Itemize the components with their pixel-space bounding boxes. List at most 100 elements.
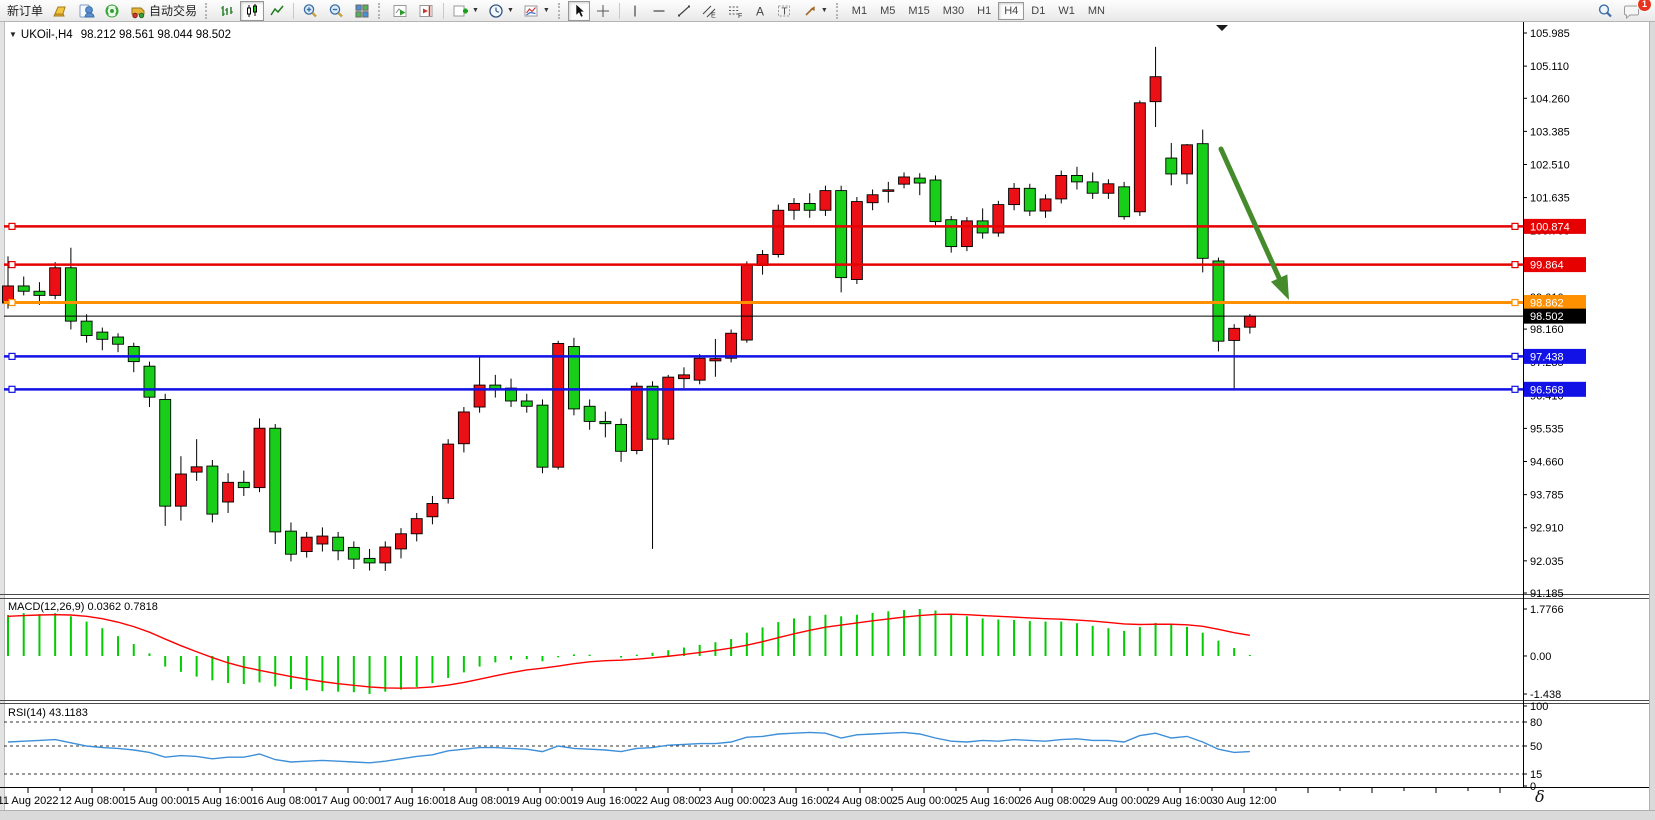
- cursor-button[interactable]: [567, 0, 590, 21]
- svg-text:104.260: 104.260: [1530, 93, 1570, 105]
- chart-shift-icon: [418, 3, 435, 19]
- svg-text:17 Aug 00:00: 17 Aug 00:00: [316, 795, 381, 807]
- toolbar-group-handle[interactable]: [205, 2, 211, 19]
- collapse-triangle-icon[interactable]: ▼: [9, 30, 17, 39]
- chart-shift-button[interactable]: [414, 1, 439, 21]
- zoom-in-icon: [302, 3, 319, 19]
- svg-text:17 Aug 16:00: 17 Aug 16:00: [380, 795, 445, 807]
- dropdown-arrow-icon: ▼: [542, 7, 550, 14]
- chart-shift-marker-icon[interactable]: [1216, 25, 1228, 31]
- chart-line-button[interactable]: [265, 1, 289, 21]
- timeframe-mn-button[interactable]: MN: [1082, 2, 1111, 20]
- svg-text:102.510: 102.510: [1530, 159, 1570, 171]
- auto-scroll-icon: [392, 3, 409, 19]
- zoom-out-button[interactable]: [324, 1, 349, 21]
- svg-text:97.438: 97.438: [1530, 351, 1564, 363]
- macd-indicator-label: MACD(12,26,9) 0.0362 0.7818: [8, 601, 158, 613]
- timeframe-h1-button[interactable]: H1: [971, 2, 997, 20]
- svg-text:30 Aug 12:00: 30 Aug 12:00: [1212, 795, 1277, 807]
- channel-button[interactable]: E: [697, 1, 722, 21]
- auto-scroll-button[interactable]: [388, 1, 413, 21]
- svg-text:15 Aug 00:00: 15 Aug 00:00: [124, 795, 189, 807]
- profile-icon: [78, 3, 95, 19]
- svg-text:29 Aug 16:00: 29 Aug 16:00: [1148, 795, 1213, 807]
- svg-text:92.910: 92.910: [1530, 523, 1564, 535]
- svg-text:98.862: 98.862: [1530, 298, 1564, 310]
- svg-text:22 Aug 08:00: 22 Aug 08:00: [636, 795, 701, 807]
- zoom-out-icon: [328, 3, 345, 19]
- templates-button[interactable]: ▼: [519, 1, 554, 21]
- arrow-objects-icon: [802, 3, 818, 19]
- timeframe-m1-button[interactable]: M1: [846, 2, 873, 20]
- autotrading-button[interactable]: 自动交易: [126, 1, 201, 21]
- crosshair-button[interactable]: [591, 1, 615, 21]
- trend-arrow-annotation[interactable]: [1218, 146, 1289, 300]
- indicators-button[interactable]: ▼: [448, 1, 483, 21]
- timeframe-m5-button[interactable]: M5: [874, 2, 901, 20]
- deposit-button[interactable]: [48, 1, 73, 21]
- hline-98.862[interactable]: 98.862: [4, 295, 1586, 311]
- svg-text:15 Aug 16:00: 15 Aug 16:00: [188, 795, 253, 807]
- toolbar-separator: [293, 2, 295, 19]
- time-axis[interactable]: 11 Aug 2022 12 Aug 08:00 15 Aug 00:00 15 Au…: [0, 788, 1501, 807]
- text-label-icon: T: [776, 3, 793, 19]
- toolbar: 新订单 自动交易: [0, 0, 1655, 22]
- text-label-button[interactable]: T: [772, 1, 797, 21]
- notification-badge[interactable]: 1: [1637, 0, 1652, 12]
- zoom-in-button[interactable]: [298, 1, 323, 21]
- svg-text:26 Aug 08:00: 26 Aug 08:00: [1020, 795, 1085, 807]
- fibonacci-icon: F: [727, 3, 744, 19]
- text-button[interactable]: A: [749, 1, 771, 21]
- hline-99.864[interactable]: 99.864: [4, 257, 1586, 273]
- horizontal-line-icon: [651, 3, 667, 19]
- timeframe-m30-button[interactable]: M30: [937, 2, 970, 20]
- toolbar-separator: [443, 2, 445, 19]
- toolbar-group-handle[interactable]: [378, 2, 384, 19]
- rsi-panel[interactable]: 100 80 50 150: [4, 701, 1548, 793]
- chart-bars-button[interactable]: [215, 1, 239, 21]
- hline-96.568[interactable]: 96.568: [4, 381, 1586, 397]
- dropdown-arrow-icon: ▼: [506, 7, 514, 14]
- svg-text:1.7766: 1.7766: [1530, 604, 1564, 616]
- svg-text:15: 15: [1530, 769, 1542, 781]
- horizontal-line-button[interactable]: [647, 1, 671, 21]
- timeframe-h4-button[interactable]: H4: [998, 1, 1025, 20]
- svg-text:11 Aug 2022: 11 Aug 2022: [0, 795, 58, 807]
- autotrading-icon: [130, 3, 147, 19]
- crosshair-icon: [595, 3, 611, 19]
- new-order-button[interactable]: 新订单: [3, 1, 47, 21]
- svg-text:105.110: 105.110: [1530, 61, 1569, 73]
- svg-text:25 Aug 00:00: 25 Aug 00:00: [892, 795, 957, 807]
- clock-icon: [488, 3, 504, 19]
- accounts-button[interactable]: [74, 1, 99, 21]
- bar-chart-icon: [219, 3, 235, 19]
- toolbar-group-handle[interactable]: [835, 2, 842, 19]
- hline-100.874[interactable]: 100.874: [4, 218, 1586, 234]
- vertical-line-button[interactable]: [624, 1, 646, 21]
- signals-button[interactable]: [100, 1, 125, 21]
- svg-text:0.00: 0.00: [1530, 651, 1551, 663]
- fibonacci-button[interactable]: F: [723, 1, 748, 21]
- search-button[interactable]: [1593, 1, 1618, 21]
- candlesticks: [2, 46, 1256, 571]
- svg-text:16 Aug 08:00: 16 Aug 08:00: [252, 795, 317, 807]
- toolbar-group-handle[interactable]: [557, 2, 564, 19]
- chart-candles-button[interactable]: [240, 0, 265, 21]
- svg-text:100.874: 100.874: [1530, 221, 1570, 233]
- current-price-line-98.502[interactable]: 98.502: [4, 308, 1586, 324]
- periods-button[interactable]: ▼: [484, 1, 518, 21]
- svg-text:94.660: 94.660: [1530, 457, 1564, 469]
- autotrading-label: 自动交易: [149, 4, 198, 18]
- new-order-label: 新订单: [7, 4, 44, 18]
- macd-values: 0.0362 0.7818: [87, 601, 158, 613]
- timeframe-d1-button[interactable]: D1: [1025, 2, 1051, 20]
- hline-97.438[interactable]: 97.438: [4, 348, 1586, 364]
- arrows-button[interactable]: ▼: [798, 1, 832, 21]
- tile-windows-button[interactable]: [350, 1, 374, 21]
- timeframe-m15-button[interactable]: M15: [902, 2, 935, 20]
- trendline-button[interactable]: [672, 1, 696, 21]
- macd-panel[interactable]: 1.7766 0.00 -1.438: [7, 604, 1564, 701]
- timeframe-w1-button[interactable]: W1: [1052, 2, 1081, 20]
- svg-text:F: F: [738, 13, 742, 19]
